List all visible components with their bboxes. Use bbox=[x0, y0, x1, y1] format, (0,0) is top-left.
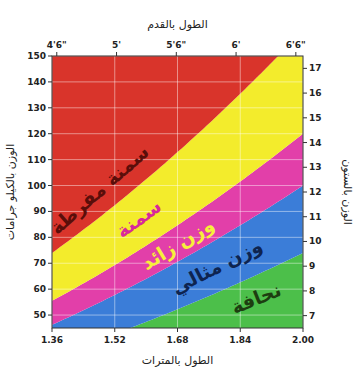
tick-label: 110 bbox=[27, 155, 46, 165]
tick bbox=[116, 52, 117, 56]
tick-label: 17 bbox=[309, 63, 322, 73]
tick bbox=[176, 52, 177, 56]
tick bbox=[48, 263, 52, 264]
tick-label: 16 bbox=[309, 88, 322, 98]
tick bbox=[303, 68, 307, 69]
band-label: نحافة bbox=[228, 278, 284, 318]
tick-label: 5'6" bbox=[166, 40, 186, 50]
tick bbox=[303, 117, 307, 118]
tick bbox=[48, 289, 52, 290]
axis-title: الطول بالمترات bbox=[142, 354, 214, 367]
tick bbox=[236, 52, 237, 56]
tick bbox=[295, 52, 296, 56]
tick-label: 13 bbox=[309, 162, 322, 172]
tick bbox=[303, 167, 307, 168]
tick-label: 10 bbox=[309, 236, 322, 246]
tick bbox=[56, 52, 57, 56]
axis-title: الوزن بالستون bbox=[341, 159, 354, 225]
grid-line bbox=[52, 315, 303, 316]
tick bbox=[48, 56, 52, 57]
tick-label: 15 bbox=[309, 113, 322, 123]
axis-title: الطول بالقدم bbox=[147, 18, 208, 31]
grid-line bbox=[52, 133, 303, 134]
tick bbox=[48, 133, 52, 134]
tick-label: 1.84 bbox=[229, 335, 251, 345]
tick bbox=[48, 107, 52, 108]
tick-label: 100 bbox=[27, 181, 46, 191]
tick bbox=[303, 93, 307, 94]
tick-label: 6' bbox=[232, 40, 241, 50]
tick-label: 12 bbox=[309, 187, 322, 197]
tick bbox=[114, 328, 115, 332]
tick-label: 2.00 bbox=[292, 335, 314, 345]
tick-label: 4'6" bbox=[47, 40, 67, 50]
tick-label: 1.52 bbox=[104, 335, 126, 345]
tick-label: 140 bbox=[27, 77, 46, 87]
tick-label: 8 bbox=[309, 286, 315, 296]
chart: نحافةوزن مثاليوزن زائدسمنةسمنة مفرطة1.36… bbox=[0, 0, 361, 384]
band-label: سمنة مفرطة bbox=[45, 140, 153, 239]
tick-label: 7 bbox=[309, 311, 315, 321]
grid-line bbox=[52, 107, 303, 108]
tick bbox=[52, 328, 53, 332]
tick-label: 130 bbox=[27, 103, 46, 113]
tick-label: 5' bbox=[112, 40, 121, 50]
tick-label: 6'6" bbox=[286, 40, 306, 50]
grid-line bbox=[52, 159, 303, 160]
tick-label: 1.36 bbox=[41, 335, 63, 345]
tick bbox=[48, 159, 52, 160]
tick-label: 9 bbox=[309, 261, 315, 271]
tick bbox=[303, 315, 307, 316]
tick-label: 80 bbox=[33, 232, 46, 242]
tick bbox=[48, 185, 52, 186]
grid-line bbox=[114, 56, 115, 328]
tick-label: 150 bbox=[27, 51, 46, 61]
tick bbox=[48, 211, 52, 212]
tick-label: 11 bbox=[309, 212, 322, 222]
tick bbox=[303, 290, 307, 291]
tick-label: 14 bbox=[309, 138, 322, 148]
grid-line bbox=[240, 56, 241, 328]
band-label: سمنة bbox=[111, 194, 165, 242]
tick-label: 120 bbox=[27, 129, 46, 139]
tick bbox=[48, 81, 52, 82]
axis-title: الوزن بالكيلو جرامات bbox=[4, 144, 17, 240]
tick-label: 70 bbox=[33, 258, 46, 268]
grid-line bbox=[52, 263, 303, 264]
tick bbox=[303, 192, 307, 193]
tick bbox=[303, 328, 304, 332]
tick-label: 1.68 bbox=[166, 335, 188, 345]
tick-label: 90 bbox=[33, 206, 46, 216]
tick-label: 60 bbox=[33, 284, 46, 294]
tick bbox=[303, 216, 307, 217]
tick bbox=[303, 241, 307, 242]
tick bbox=[303, 142, 307, 143]
tick bbox=[177, 328, 178, 332]
tick bbox=[240, 328, 241, 332]
grid-line bbox=[52, 81, 303, 82]
tick bbox=[48, 315, 52, 316]
tick bbox=[48, 237, 52, 238]
tick-label: 50 bbox=[33, 310, 46, 320]
tick bbox=[303, 266, 307, 267]
